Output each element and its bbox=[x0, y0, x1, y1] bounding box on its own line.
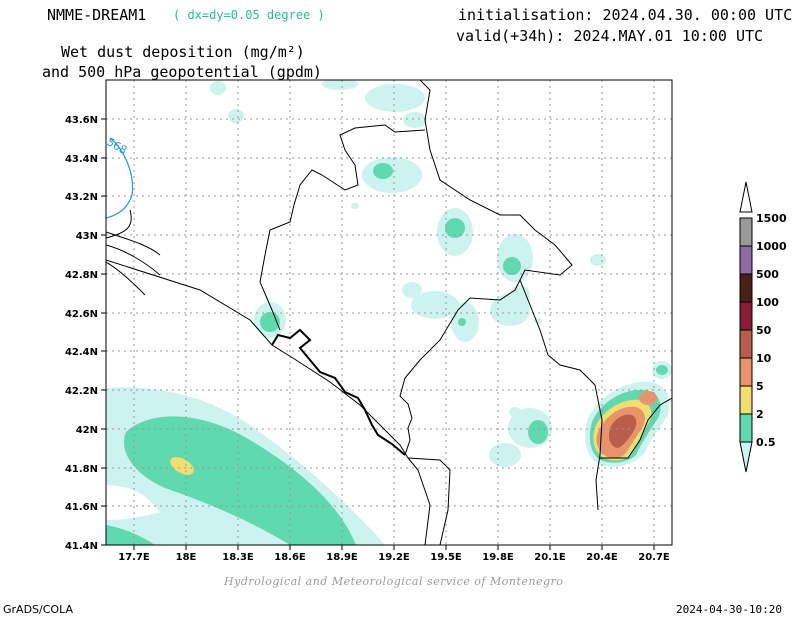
deposition-area-light bbox=[210, 81, 226, 95]
lat-tick-label: 42.8N bbox=[65, 270, 98, 281]
deposition-area-medium bbox=[503, 257, 521, 275]
lon-tick-label: 19.2E bbox=[378, 552, 410, 563]
deposition-area-light bbox=[362, 157, 422, 193]
colorbar-box bbox=[739, 329, 753, 359]
border-line bbox=[106, 209, 132, 239]
lon-tick-label: 19.8E bbox=[482, 552, 514, 563]
deposition-area-light bbox=[228, 109, 244, 123]
deposition-area-light bbox=[322, 80, 358, 90]
deposition-area-medium bbox=[528, 420, 548, 444]
coastline-montenegro bbox=[271, 328, 406, 456]
coastline bbox=[106, 259, 409, 459]
colorbar-box-highest bbox=[739, 181, 753, 213]
deposition-area-medium bbox=[458, 318, 466, 326]
deposition-area-light bbox=[402, 282, 422, 298]
border-line bbox=[259, 124, 426, 331]
border-line bbox=[407, 457, 451, 545]
deposition-area-medium bbox=[373, 163, 393, 179]
initialisation-time: initialisation: 2024.04.30. 00:00 UTC bbox=[458, 6, 793, 24]
deposition-area-light bbox=[411, 291, 459, 319]
deposition-area-medium bbox=[124, 416, 357, 545]
lon-tick-label: 18.6E bbox=[274, 552, 306, 563]
colorbar-boxes bbox=[739, 181, 753, 473]
generated-timestamp: 2024-04-30-10:20 bbox=[676, 603, 782, 616]
colorbar-label: 100 bbox=[756, 296, 779, 309]
model-title: NMME-DREAM1 bbox=[47, 6, 147, 24]
colorbar-label: 1500 bbox=[756, 212, 787, 225]
colorbar-box bbox=[739, 245, 753, 275]
lat-tick-label: 42.2N bbox=[65, 386, 98, 397]
lon-tick-label: 20.1E bbox=[534, 552, 566, 563]
border-line bbox=[600, 397, 672, 459]
lat-tick-label: 42N bbox=[76, 425, 98, 436]
colorbar-box bbox=[739, 413, 753, 443]
geopotential-contour bbox=[106, 137, 134, 219]
lat-tick-label: 42.4N bbox=[65, 347, 98, 358]
variable-title-line2: and 500 hPa geopotential (gpdm) bbox=[42, 63, 322, 81]
colorbar-label: 500 bbox=[756, 268, 779, 281]
border-line bbox=[106, 231, 161, 296]
deposition-area-orange bbox=[639, 391, 657, 405]
lat-tick-label: 43N bbox=[76, 231, 98, 242]
valid-time: valid(+34h): 2024.MAY.01 10:00 UTC bbox=[456, 27, 764, 45]
colorbar-label: 10 bbox=[756, 352, 772, 365]
deposition-gap bbox=[106, 485, 160, 520]
colorbar-box bbox=[739, 217, 753, 247]
lon-tick-label: 17.7E bbox=[118, 552, 150, 563]
lat-tick-label: 43.4N bbox=[65, 154, 98, 165]
border-line bbox=[519, 279, 603, 511]
deposition-area-light bbox=[590, 254, 606, 266]
deposition-area-light bbox=[510, 285, 530, 305]
software-label: GrADS/COLA bbox=[3, 603, 73, 616]
deposition-area-light bbox=[351, 203, 359, 209]
lon-tick-label: 18.9E bbox=[326, 552, 358, 563]
colorbar-box bbox=[739, 273, 753, 303]
colorbar-label: 1000 bbox=[756, 240, 787, 253]
credit-line: Hydrological and Meteorological service … bbox=[224, 575, 564, 588]
deposition-area-light bbox=[509, 407, 521, 417]
lat-tick-label: 41.4N bbox=[65, 541, 98, 552]
deposition-field bbox=[106, 80, 672, 545]
lon-tick-labels: 17.7E 18E 18.3E 18.6E 18.9E 19.2E 19.5E … bbox=[118, 552, 670, 563]
colorbar-labels: 0.5 2 5 10 50 100 500 1000 1500 bbox=[756, 212, 787, 449]
lon-tick-label: 18E bbox=[176, 552, 197, 563]
colorbar-box bbox=[739, 385, 753, 415]
colorbar-box bbox=[739, 301, 753, 331]
country-borders bbox=[106, 80, 672, 545]
border-line bbox=[407, 457, 431, 545]
colorbar: 0.5 2 5 10 50 100 500 1000 1500 bbox=[739, 181, 787, 473]
lon-tick-label: 18.3E bbox=[222, 552, 254, 563]
axis-ticks bbox=[101, 118, 655, 550]
graticule bbox=[106, 80, 672, 545]
colorbar-box bbox=[739, 357, 753, 387]
lat-tick-label: 41.6N bbox=[65, 502, 98, 513]
lat-tick-label: 41.8N bbox=[65, 464, 98, 475]
map-panel: 568 43.6N 43.4N 43.2N 43N 42.8N 42.6N 42… bbox=[65, 79, 673, 563]
geopotential-isoline bbox=[106, 137, 134, 219]
deposition-area-medium bbox=[445, 218, 465, 238]
lon-tick-label: 20.4E bbox=[586, 552, 618, 563]
deposition-area-medium bbox=[656, 365, 668, 375]
deposition-area-brown bbox=[608, 414, 637, 448]
deposition-area-yellow bbox=[170, 457, 194, 475]
lon-tick-label: 20.7E bbox=[638, 552, 670, 563]
lat-tick-label: 43.2N bbox=[65, 192, 98, 203]
deposition-area-medium bbox=[106, 525, 155, 545]
lon-tick-label: 19.5E bbox=[430, 552, 462, 563]
colorbar-label: 2 bbox=[756, 408, 764, 421]
lat-tick-label: 43.6N bbox=[65, 115, 98, 126]
colorbar-label: 5 bbox=[756, 380, 764, 393]
grid-resolution-label: ( dx=dy=0.05 degree ) bbox=[173, 8, 325, 22]
deposition-area-light bbox=[403, 112, 427, 128]
variable-title-line1: Wet dust deposition (mg/m²) bbox=[61, 43, 305, 61]
colorbar-label: 0.5 bbox=[756, 436, 776, 449]
lat-tick-label: 42.6N bbox=[65, 309, 98, 320]
colorbar-label: 50 bbox=[756, 324, 772, 337]
lat-tick-labels: 43.6N 43.4N 43.2N 43N 42.8N 42.6N 42.4N … bbox=[65, 115, 98, 552]
deposition-area-light bbox=[489, 443, 521, 467]
deposition-area-light bbox=[365, 84, 425, 112]
colorbar-box-lowest bbox=[739, 441, 753, 473]
